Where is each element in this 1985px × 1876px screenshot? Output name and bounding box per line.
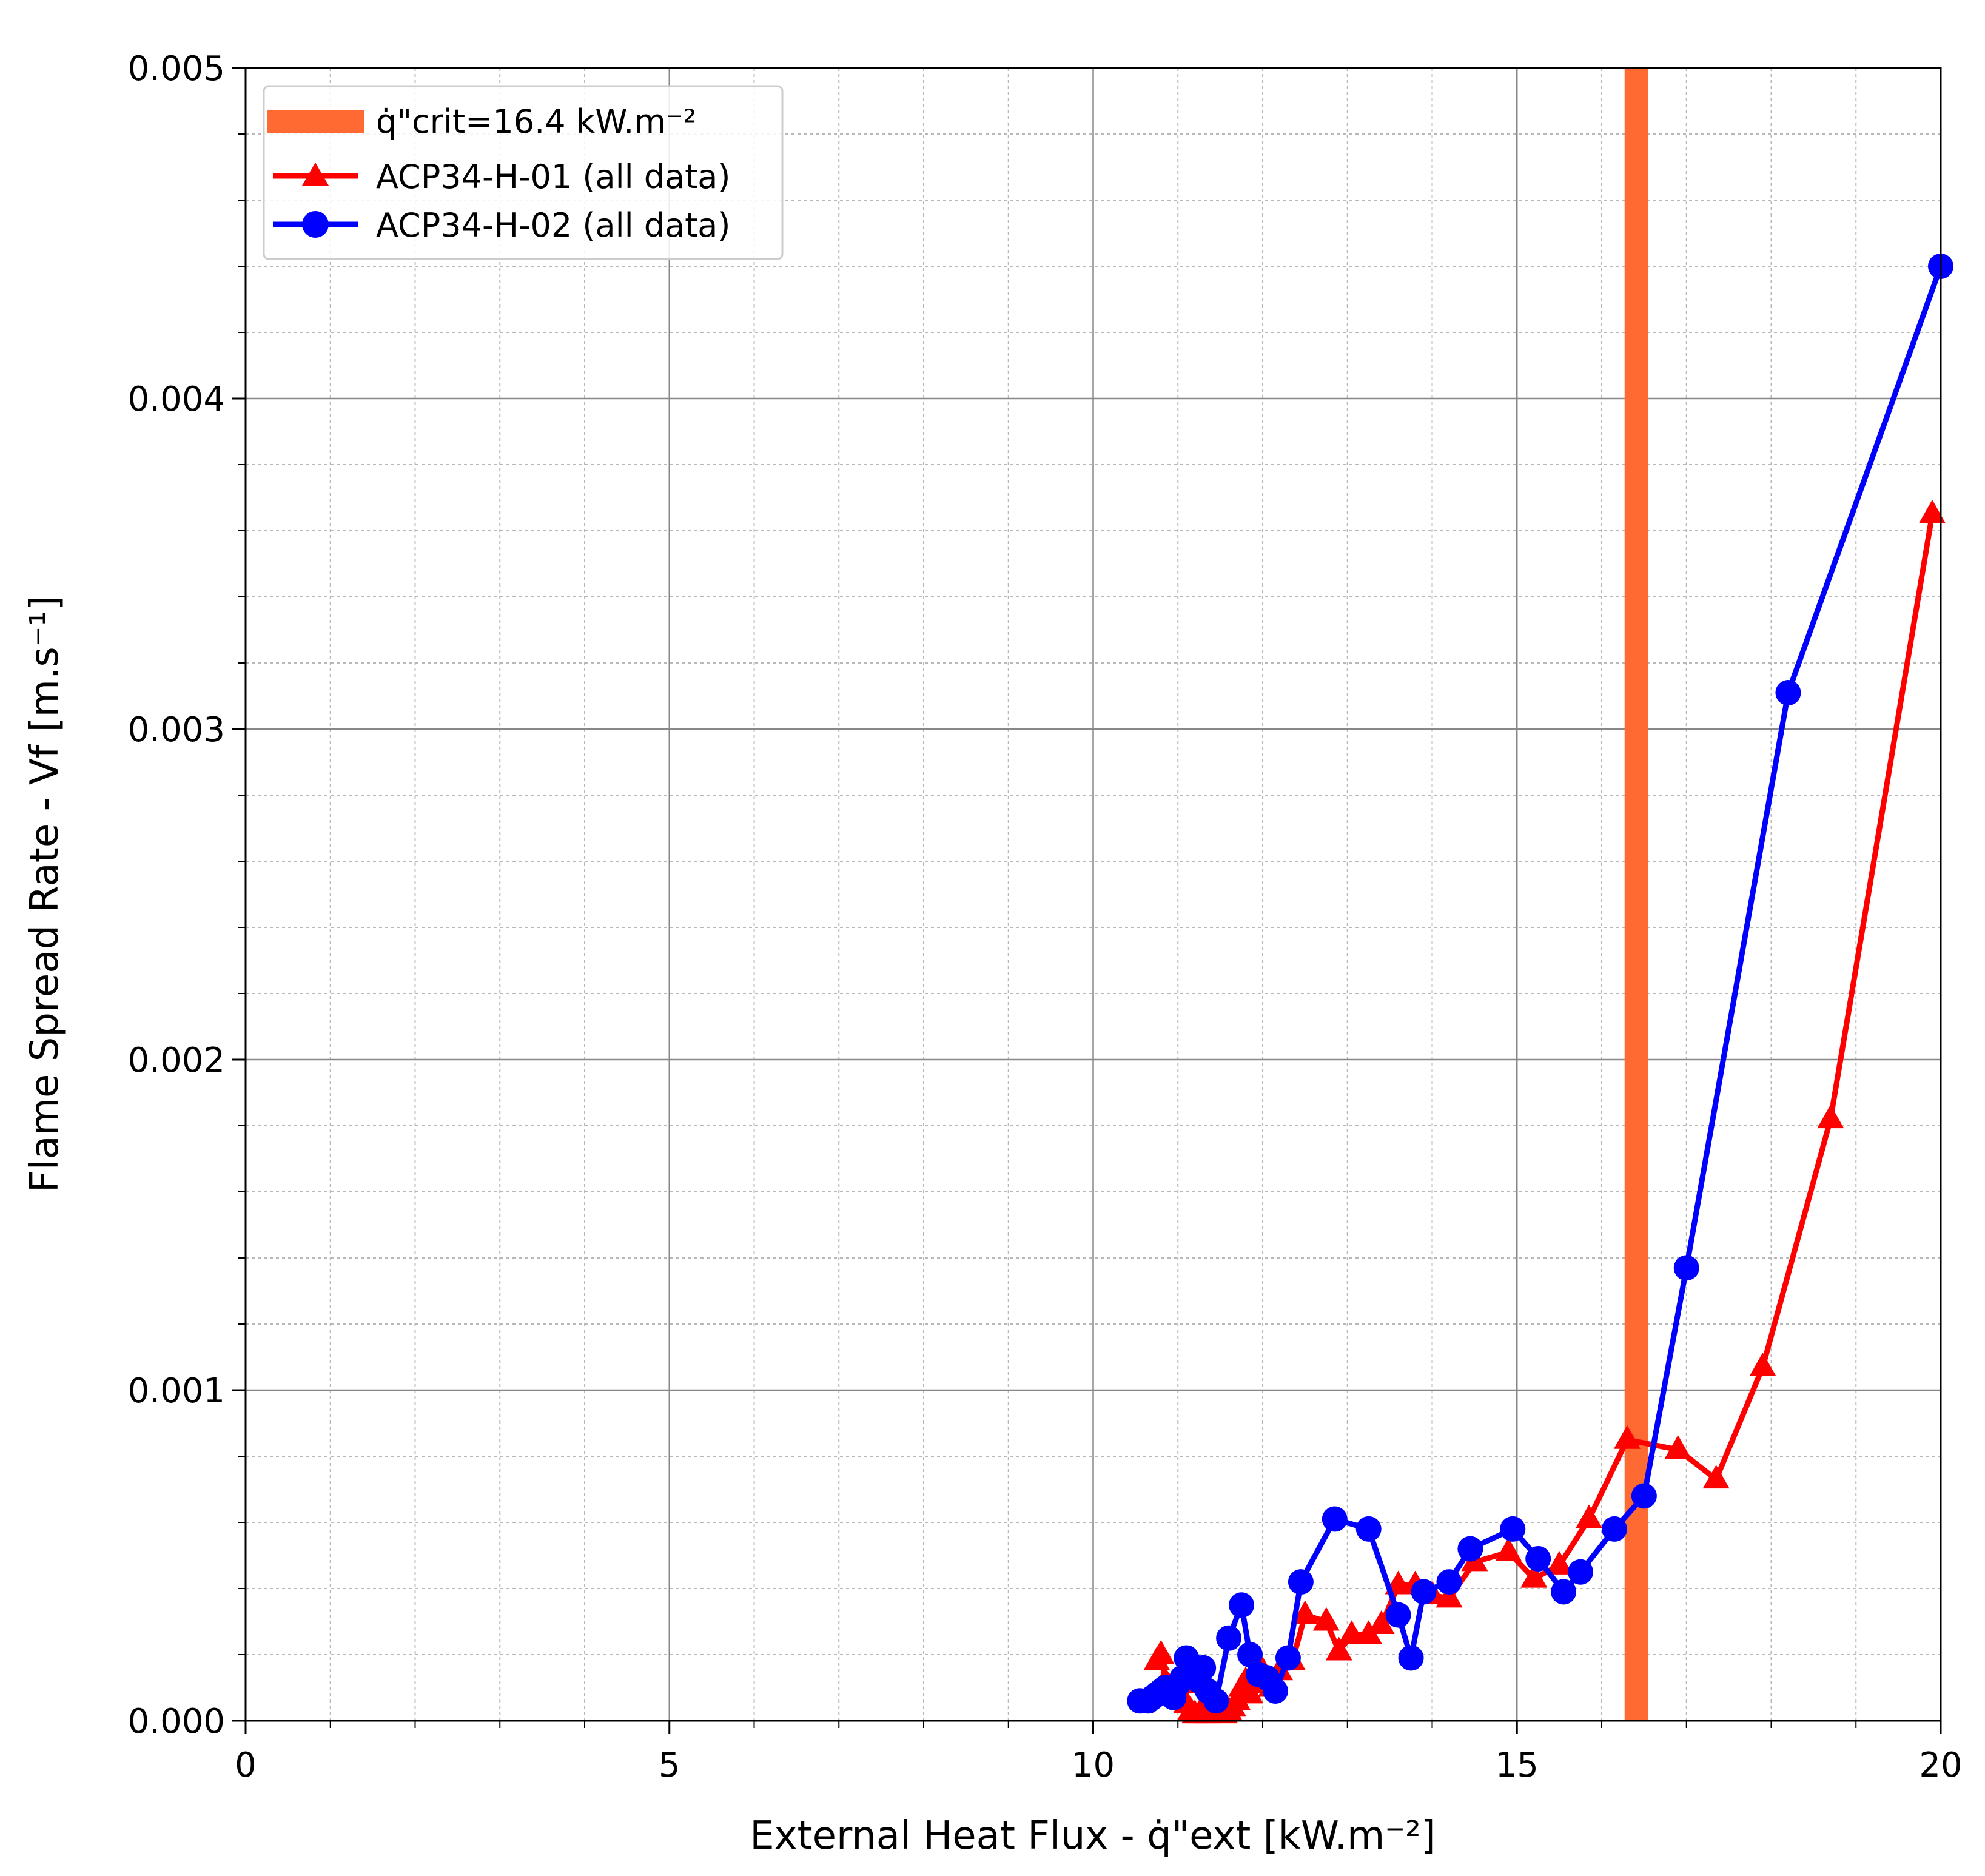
data-point-circle — [1191, 1655, 1217, 1681]
data-point-circle — [1411, 1579, 1437, 1605]
ticks: 0 5 10 15 20 0.000 0.001 0.002 0.003 0.004 0.005 — [128, 49, 1963, 1785]
data-point-triangle — [1436, 1584, 1463, 1608]
data-point-circle — [1568, 1559, 1594, 1585]
data-point-triangle — [1291, 1600, 1318, 1624]
x-tick-label: 0 — [235, 1746, 257, 1785]
x-tick-label: 5 — [659, 1746, 680, 1785]
critical-flux-bar — [1624, 68, 1648, 1721]
data-point-triangle — [1312, 1607, 1340, 1631]
data-point-triangle — [1613, 1425, 1641, 1449]
legend-box — [263, 85, 784, 260]
y-tick-label: 0.005 — [128, 49, 225, 89]
y-tick-label: 0.000 — [128, 1702, 225, 1741]
legend-label-series-2: ACP34-H-02 (all data) — [376, 206, 730, 244]
data-point-circle — [1203, 1688, 1229, 1714]
y-tick-label: 0.004 — [128, 380, 225, 419]
data-point-circle — [1288, 1569, 1314, 1595]
data-point-triangle — [1702, 1465, 1730, 1489]
data-point-triangle — [1817, 1104, 1844, 1129]
data-point-circle — [1398, 1645, 1424, 1671]
legend-label-series-1: ACP34-H-01 (all data) — [376, 158, 730, 196]
data-point-circle — [1322, 1506, 1348, 1532]
grid — [246, 68, 1941, 1721]
data-point-circle — [1436, 1569, 1462, 1595]
data-point-triangle — [1520, 1564, 1548, 1588]
data-point-triangle — [1546, 1550, 1573, 1575]
data-point-triangle — [1749, 1352, 1776, 1376]
data-point-circle — [1601, 1516, 1627, 1542]
data-point-triangle — [1919, 499, 1946, 523]
y-tick-label: 0.001 — [128, 1371, 225, 1411]
data-point-triangle — [1325, 1636, 1352, 1661]
legend: q̇"crit=16.4 kW.m⁻² ACP34-H-01 (all data… — [263, 85, 784, 260]
data-point-circle — [1775, 680, 1801, 706]
data-point-circle — [1525, 1545, 1551, 1572]
critical-flux-band — [1624, 68, 1648, 1721]
x-tick-label: 20 — [1919, 1746, 1962, 1785]
data-point-circle — [1457, 1536, 1483, 1562]
data-point-circle — [1500, 1516, 1526, 1542]
series-layer — [1127, 254, 1953, 1724]
data-point-triangle — [1664, 1435, 1691, 1459]
data-point-triangle — [1224, 1686, 1251, 1710]
data-point-circle — [1229, 1592, 1255, 1618]
legend-swatch-critical-flux — [267, 110, 364, 133]
data-point-circle — [1631, 1483, 1657, 1509]
data-point-triangle — [1368, 1610, 1395, 1634]
data-point-triangle — [1495, 1538, 1522, 1562]
data-point-triangle — [1355, 1620, 1382, 1644]
data-point-circle — [1237, 1642, 1263, 1667]
data-point-circle — [1385, 1602, 1411, 1628]
legend-marker-circle — [302, 211, 329, 238]
x-tick-label: 15 — [1496, 1746, 1539, 1785]
data-point-circle — [1355, 1516, 1382, 1542]
y-tick-label: 0.002 — [128, 1041, 225, 1080]
data-point-triangle — [1147, 1640, 1175, 1664]
data-point-triangle — [1338, 1620, 1365, 1644]
data-point-circle — [1275, 1645, 1301, 1671]
y-tick-label: 0.003 — [128, 710, 225, 750]
x-tick-label: 10 — [1072, 1746, 1115, 1785]
x-axis-label: External Heat Flux - q̇"ext [kW.m⁻²] — [750, 1814, 1436, 1858]
data-point-triangle — [1576, 1504, 1603, 1528]
legend-marker-triangle — [302, 163, 329, 186]
legend-label-critical-flux: q̇"crit=16.4 kW.m⁻² — [376, 103, 696, 141]
data-point-circle — [1551, 1579, 1577, 1605]
y-axis-label: Flame Spread Rate - Vf [m.s⁻¹] — [22, 596, 67, 1192]
data-point-circle — [1216, 1625, 1242, 1651]
series-2 — [1127, 254, 1953, 1714]
data-point-circle — [1673, 1255, 1699, 1281]
data-point-circle — [1262, 1678, 1288, 1704]
